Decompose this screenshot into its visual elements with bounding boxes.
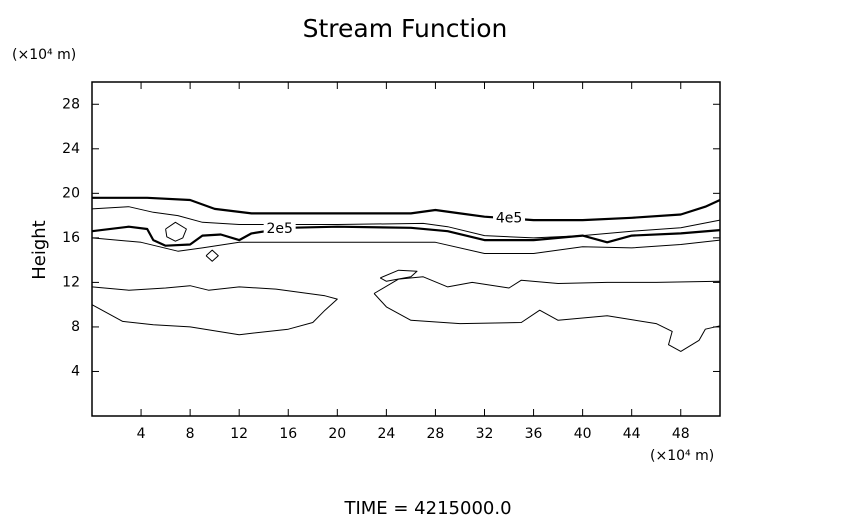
contour-label-bg xyxy=(263,220,296,237)
contour-line xyxy=(165,221,187,242)
x-tick-label: 36 xyxy=(525,426,543,442)
x-tick-label: 40 xyxy=(574,426,592,442)
y-tick-label: 4 xyxy=(71,363,80,379)
x-tick-label: 8 xyxy=(186,426,195,442)
contour-line xyxy=(373,276,721,352)
x-tick-label: 32 xyxy=(476,426,494,442)
y-tick-label: 24 xyxy=(62,141,80,157)
contour-line xyxy=(91,237,721,254)
footer: TIME = 4215000.0 xyxy=(343,498,511,519)
y-tick-label: 28 xyxy=(62,96,80,112)
x-tick-label: 16 xyxy=(279,426,297,442)
x-tick-label: 44 xyxy=(623,426,641,442)
contour-line xyxy=(91,285,338,336)
contour-line xyxy=(379,269,418,282)
contour-line xyxy=(91,206,721,239)
contour-line xyxy=(205,249,219,262)
x-tick-label: 48 xyxy=(672,426,690,442)
contour-label: 4e5 xyxy=(496,210,522,226)
contour-label-bg xyxy=(493,210,526,227)
contour-label: 2e5 xyxy=(266,221,292,237)
y-axis-label: Height xyxy=(29,220,50,280)
y-tick-label: 8 xyxy=(71,319,80,335)
x-tick-label: 20 xyxy=(328,426,346,442)
y-tick-label: 12 xyxy=(62,274,80,290)
y-tick-label: 16 xyxy=(62,230,80,246)
y-unit: (×10⁴ m) xyxy=(12,47,76,63)
x-tick-label: 24 xyxy=(377,426,395,442)
x-tick-label: 12 xyxy=(230,426,248,442)
chart-title: Stream Function xyxy=(303,14,508,43)
x-tick-label: 4 xyxy=(137,426,146,442)
plot-frame xyxy=(91,81,721,417)
y-tick-label: 20 xyxy=(62,185,80,201)
x-tick-label: 28 xyxy=(427,426,445,442)
x-unit: (×10⁴ m) xyxy=(650,448,714,464)
contour-line xyxy=(92,196,721,222)
